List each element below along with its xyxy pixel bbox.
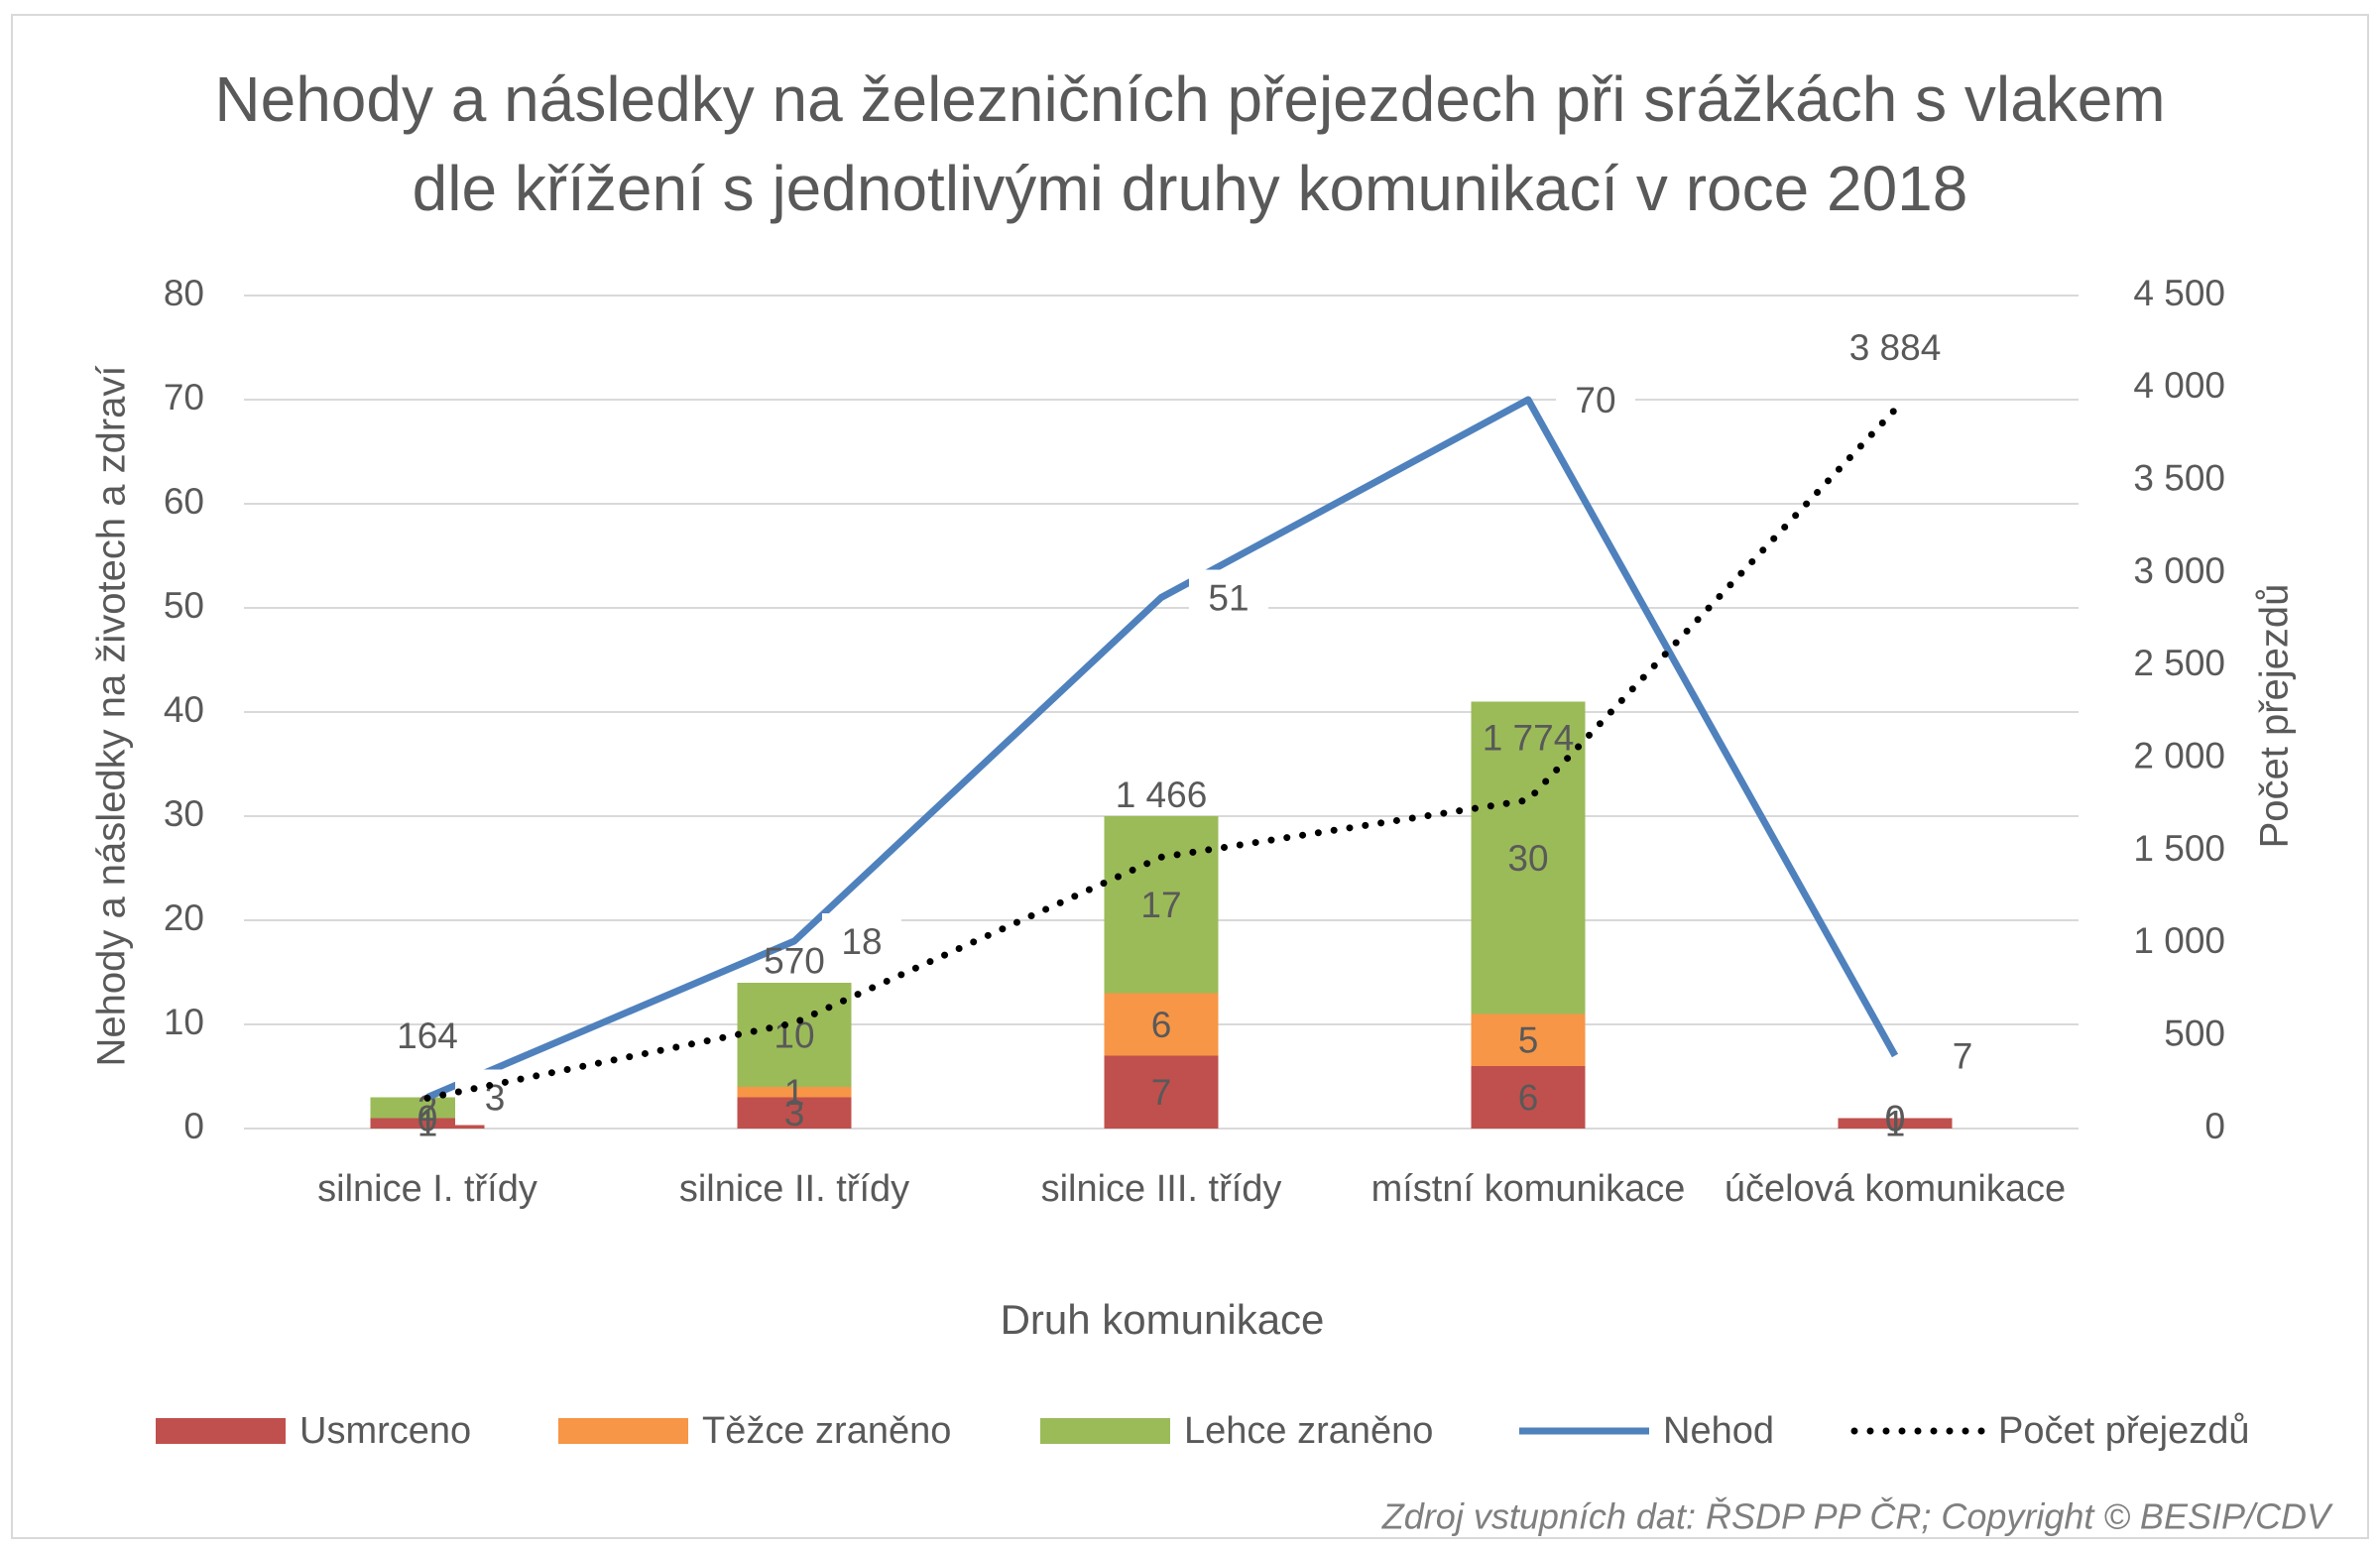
data-label-bg bbox=[1189, 569, 1268, 626]
data-label: 6 bbox=[1151, 1005, 1172, 1045]
y2-tick-label: 1 500 bbox=[2133, 828, 2225, 869]
data-label-bg bbox=[1923, 1027, 2002, 1084]
y2-tick-label: 500 bbox=[2164, 1013, 2225, 1053]
data-label: 1 466 bbox=[1116, 775, 1208, 815]
data-label: 1 bbox=[784, 1072, 805, 1113]
bar-segment bbox=[1104, 993, 1219, 1056]
data-label: 18 bbox=[841, 921, 882, 962]
x-tick-label: silnice III. třídy bbox=[1040, 1168, 1282, 1210]
data-label: 10 bbox=[774, 1014, 814, 1055]
y-tick-label: 50 bbox=[164, 585, 204, 626]
y-axis-title: Nehody a následky na životech a zdraví bbox=[90, 365, 134, 1066]
line bbox=[425, 396, 1899, 1101]
legend-label: Počet přejezdů bbox=[1998, 1410, 2250, 1452]
y2-tick-label: 0 bbox=[2204, 1106, 2225, 1146]
data-label: 6 bbox=[1518, 1077, 1539, 1118]
bar-segment bbox=[737, 1097, 852, 1129]
x-tick-label: účelová komunikace bbox=[1724, 1168, 2067, 1210]
y-tick-label: 70 bbox=[164, 377, 204, 417]
data-label: 0 bbox=[417, 1098, 438, 1138]
data-label-bg bbox=[822, 913, 901, 969]
data-label: 17 bbox=[1140, 885, 1181, 925]
bar-segment bbox=[370, 1118, 485, 1129]
grid bbox=[244, 295, 2079, 1130]
legend-label: Nehod bbox=[1663, 1410, 1774, 1452]
y-tick-label: 0 bbox=[183, 1106, 204, 1146]
data-label: 3 bbox=[784, 1093, 805, 1133]
x-tick-label: silnice I. třídy bbox=[317, 1168, 537, 1210]
data-label: 1 bbox=[1885, 1104, 1906, 1144]
legend-swatch bbox=[1040, 1418, 1170, 1444]
y-tick-label: 80 bbox=[164, 273, 204, 313]
data-label: 51 bbox=[1208, 577, 1249, 618]
source-note: Zdroj vstupních dat: ŘSDP PP ČR; Copyrig… bbox=[1381, 1496, 2333, 1537]
y-tick-label: 60 bbox=[164, 481, 204, 522]
data-label: 3 884 bbox=[1849, 327, 1942, 368]
y2-tick-label: 2 000 bbox=[2133, 735, 2225, 775]
x-tick-label: silnice II. třídy bbox=[678, 1168, 910, 1210]
bar-segment bbox=[737, 983, 852, 1087]
bar-segment bbox=[1471, 1013, 1586, 1066]
y2-tick-label: 4 500 bbox=[2133, 273, 2225, 313]
y2-tick-label: 3 000 bbox=[2133, 550, 2225, 591]
data-label: 5 bbox=[1518, 1020, 1539, 1061]
bar-segment bbox=[1104, 1055, 1219, 1129]
data-label: 164 bbox=[397, 1015, 458, 1056]
y2-tick-label: 3 500 bbox=[2133, 457, 2225, 498]
y-tick-label: 40 bbox=[164, 689, 204, 730]
x-axis-title: Druh komunikace bbox=[1001, 1296, 1325, 1343]
y-tick-label: 20 bbox=[164, 897, 204, 938]
bar-segment bbox=[1471, 1066, 1586, 1129]
y2-tick-label: 2 500 bbox=[2133, 643, 2225, 683]
data-label: 570 bbox=[764, 940, 825, 981]
legend-label: Lehce zraněno bbox=[1184, 1410, 1433, 1452]
data-label-bg bbox=[1556, 372, 1635, 427]
bar-segment bbox=[1838, 1118, 1953, 1129]
chart-border bbox=[11, 14, 2369, 1539]
title-box: Nehody a následky na železničních přejez… bbox=[214, 63, 2166, 224]
data-label: 0 bbox=[1885, 1098, 1906, 1138]
dotted-line bbox=[423, 406, 1899, 1102]
y-tick-label: 10 bbox=[164, 1002, 204, 1042]
data-label: 0 bbox=[1885, 1098, 1906, 1138]
data-label: 1 bbox=[417, 1104, 438, 1144]
data-label: 7 bbox=[1953, 1035, 1973, 1076]
legend-label: Usmrceno bbox=[299, 1410, 471, 1452]
data-label: 1 774 bbox=[1483, 718, 1575, 759]
y2-tick-label: 4 000 bbox=[2133, 365, 2225, 406]
y2-axis-title: Počet přejezdů bbox=[2253, 584, 2297, 849]
data-label: 30 bbox=[1507, 838, 1548, 879]
legend-label: Těžce zraněno bbox=[702, 1410, 951, 1452]
bar-segment bbox=[737, 1087, 852, 1098]
bar-segment bbox=[1471, 701, 1586, 1014]
bar-segment bbox=[1104, 816, 1219, 994]
x-tick-label: místní komunikace bbox=[1370, 1168, 1686, 1210]
legend-swatch bbox=[156, 1418, 286, 1444]
y2-tick-label: 1 000 bbox=[2133, 920, 2225, 961]
y-tick-label: 30 bbox=[164, 793, 204, 834]
legend-swatch bbox=[558, 1418, 688, 1444]
chart-title: Nehody a následky na železničních přejez… bbox=[214, 63, 2166, 224]
data-label: 70 bbox=[1575, 380, 1615, 420]
data-label: 7 bbox=[1151, 1072, 1172, 1113]
